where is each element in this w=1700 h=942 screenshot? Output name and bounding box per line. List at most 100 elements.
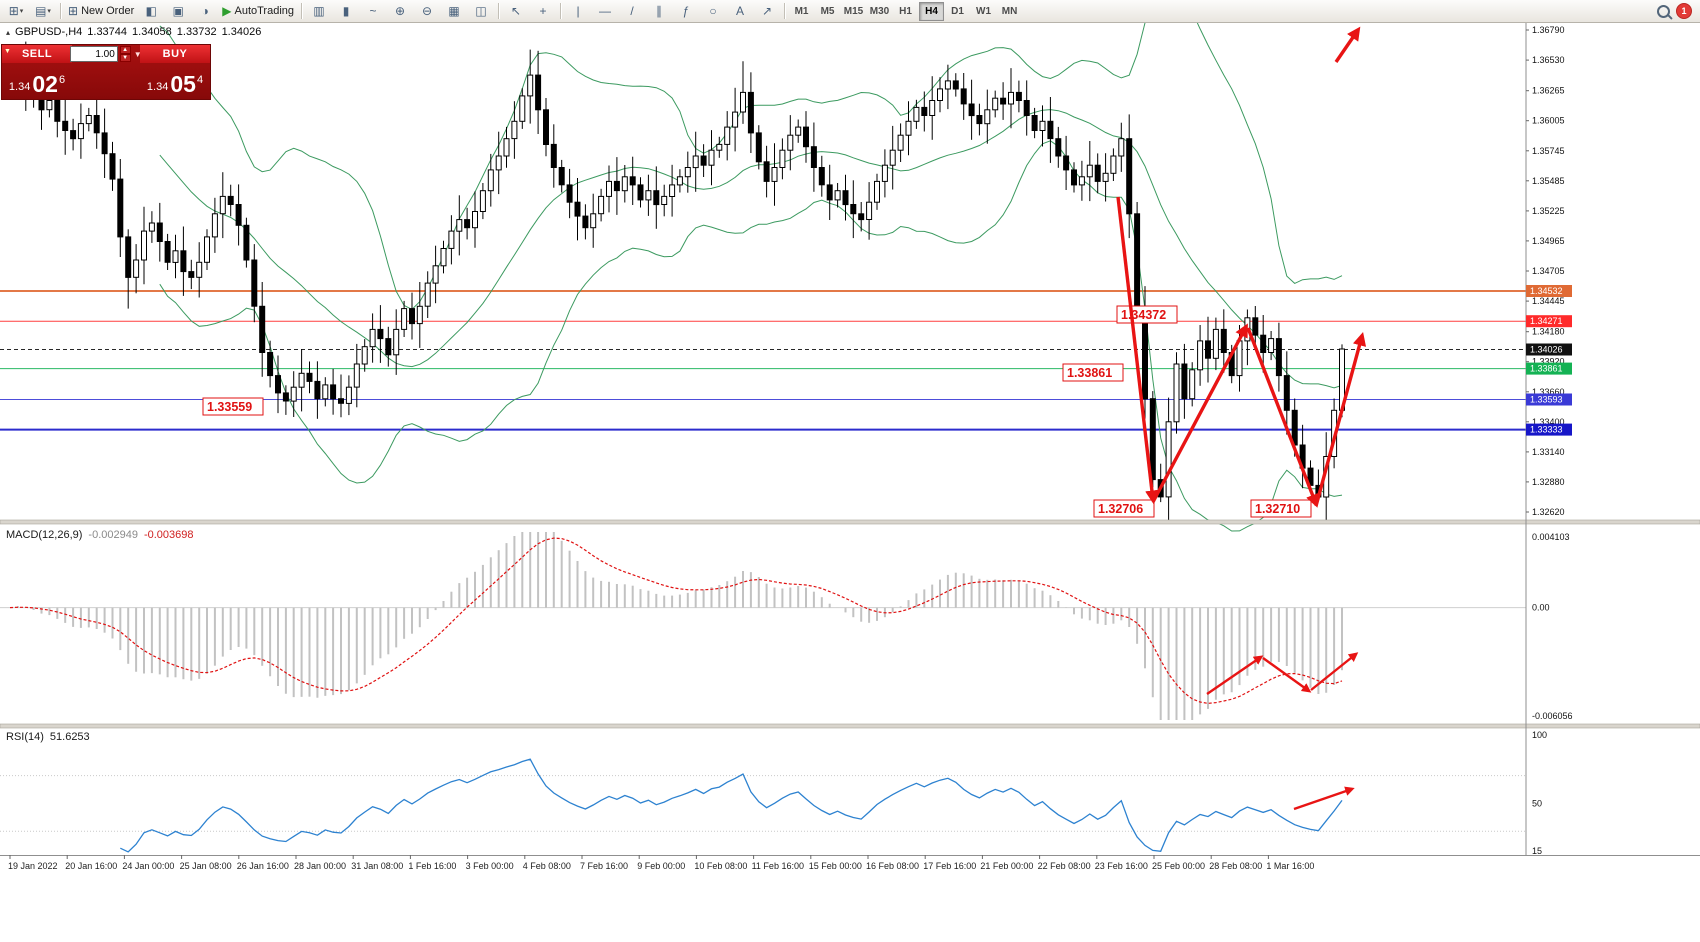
equidistant-channel-icon[interactable]: ∥ — [646, 1, 672, 21]
cascade-windows-icon[interactable]: ◫ — [468, 1, 494, 21]
timeframe-h1-button[interactable]: H1 — [899, 5, 912, 17]
strategy-tester-icon[interactable]: ◑ — [192, 1, 218, 21]
svg-text:23 Feb 16:00: 23 Feb 16:00 — [1095, 861, 1148, 871]
zoom-in-icon[interactable]: ⊕ — [387, 1, 413, 21]
toolbar-separator — [60, 3, 61, 19]
shapes-icon[interactable]: ○ — [700, 1, 726, 21]
svg-text:26 Jan 16:00: 26 Jan 16:00 — [237, 861, 289, 871]
profiles-icon[interactable]: ▤ ▾ — [30, 1, 56, 21]
svg-text:1.33861: 1.33861 — [1530, 364, 1563, 374]
timeframe-h4-button[interactable]: H4 — [919, 1, 945, 21]
sell-price[interactable]: 1.34 02 6 — [8, 71, 66, 97]
svg-text:16 Feb 08:00: 16 Feb 08:00 — [866, 861, 919, 871]
svg-text:22 Feb 08:00: 22 Feb 08:00 — [1038, 861, 1091, 871]
dropdown-caret-icon[interactable]: ▾ — [47, 8, 51, 15]
search-icon[interactable] — [1657, 4, 1670, 18]
rsi-name: RSI(14) — [6, 731, 44, 743]
timeframe-m15-button[interactable]: M15 — [843, 5, 864, 17]
vertical-line-icon[interactable]: | — [565, 1, 591, 21]
fibonacci-icon[interactable]: ƒ — [673, 1, 699, 21]
zoom-in-icon: ⊕ — [394, 4, 406, 18]
rsi-arrows[interactable] — [1293, 786, 1355, 811]
svg-text:1 Feb 16:00: 1 Feb 16:00 — [408, 861, 456, 871]
buy-button[interactable]: BUY — [140, 45, 210, 63]
macd-value-main: -0.002949 — [88, 529, 138, 541]
rsi-pane-label: RSI(14) 51.6253 — [6, 731, 90, 743]
arrows-tool-icon[interactable]: ↗ — [754, 1, 780, 21]
sell-button[interactable]: SELL — [2, 45, 72, 63]
tile-windows-icon[interactable]: ▦ — [441, 1, 467, 21]
pane-splitters[interactable] — [0, 519, 1700, 729]
volume-control: ▲ ▼ ▼ — [69, 45, 143, 63]
svg-text:25 Feb 00:00: 25 Feb 00:00 — [1152, 861, 1205, 871]
metaeditor-icon[interactable]: ◧ — [138, 1, 164, 21]
line-chart-icon: ~ — [369, 4, 377, 18]
svg-text:100: 100 — [1532, 730, 1547, 740]
metaeditor-icon: ◧ — [145, 4, 157, 18]
text-label-icon: A — [736, 4, 745, 18]
text-label-icon[interactable]: A — [727, 1, 753, 21]
timeframe-w1-button[interactable]: W1 — [976, 5, 992, 17]
timeframe-m5-button[interactable]: M5 — [820, 5, 835, 17]
trendline-icon[interactable]: / — [619, 1, 645, 21]
terminal-icon[interactable]: ▣ — [165, 1, 191, 21]
svg-text:31 Jan 08:00: 31 Jan 08:00 — [351, 861, 403, 871]
candlestick-chart-icon[interactable]: ▮ — [333, 1, 359, 21]
timeframe-m1-button[interactable]: M1 — [794, 5, 809, 17]
cursor-icon[interactable]: ↖ — [503, 1, 529, 21]
trendline-icon: / — [630, 4, 634, 18]
svg-text:20 Jan 16:00: 20 Jan 16:00 — [65, 861, 117, 871]
svg-text:1.33861: 1.33861 — [1067, 366, 1112, 380]
timeframe-mn-button[interactable]: MN — [1001, 5, 1018, 17]
new-chart-icon[interactable]: ⊞ ▾ — [3, 1, 29, 21]
time-axis[interactable]: 19 Jan 2022 20 Jan 16:00 24 Jan 00:00 25 Ja… — [0, 855, 1700, 871]
timeframe-d1-button[interactable]: D1 — [951, 5, 964, 17]
svg-text:1.34705: 1.34705 — [1532, 266, 1565, 276]
bar-chart-icon[interactable]: ▥ — [306, 1, 332, 21]
svg-text:1.32880: 1.32880 — [1532, 477, 1565, 487]
svg-text:9 Feb 00:00: 9 Feb 00:00 — [637, 861, 685, 871]
svg-text:4 Feb 08:00: 4 Feb 08:00 — [523, 861, 571, 871]
toolbar-separator — [784, 3, 786, 19]
horizontal-line-icon[interactable]: — — [592, 1, 618, 21]
candlestick-chart-icon: ▮ — [342, 4, 350, 18]
oneclick-collapse-icon[interactable]: ▼ — [4, 48, 11, 55]
profiles-icon: ▤ — [35, 4, 47, 18]
crosshair-icon[interactable]: + — [530, 1, 556, 21]
volume-input[interactable] — [69, 46, 118, 62]
autotrading-button[interactable]: ▶ AutoTrading — [219, 1, 297, 21]
symbol-header: ▴ GBPUSD-,H4 1.33744 1.34058 1.33732 1.3… — [6, 26, 261, 38]
svg-text:1 Mar 16:00: 1 Mar 16:00 — [1266, 861, 1314, 871]
macd-arrows[interactable] — [1206, 652, 1359, 695]
svg-text:0.004103: 0.004103 — [1532, 532, 1570, 542]
svg-text:0.00: 0.00 — [1532, 603, 1550, 613]
autotrading-icon: ▶ — [222, 4, 232, 18]
buy-price[interactable]: 1.34 05 4 — [146, 71, 204, 97]
new-order-icon: ⊞ — [68, 4, 79, 18]
strategy-tester-icon: ◑ — [201, 4, 209, 18]
svg-text:1.34180: 1.34180 — [1532, 327, 1565, 337]
svg-text:1.33660: 1.33660 — [1532, 387, 1565, 397]
new-order-button[interactable]: ⊞ New Order — [65, 1, 137, 21]
volume-down-button[interactable]: ▼ — [119, 54, 131, 62]
line-chart-icon[interactable]: ~ — [360, 1, 386, 21]
toolbar-separator — [560, 3, 562, 19]
dropdown-caret-icon[interactable]: ▾ — [19, 8, 24, 15]
svg-text:1.34271: 1.34271 — [1530, 316, 1563, 326]
trend-arrows[interactable] — [1116, 26, 1367, 508]
chart-collapse-icon[interactable]: ▴ — [6, 27, 11, 37]
fibonacci-icon: ƒ — [682, 4, 690, 18]
notification-badge[interactable]: 1 — [1676, 3, 1692, 19]
zoom-out-icon[interactable]: ⊖ — [414, 1, 440, 21]
volume-up-button[interactable]: ▲ — [119, 46, 131, 54]
rsi-pane — [0, 758, 1526, 853]
svg-text:1.35745: 1.35745 — [1532, 146, 1565, 156]
price-callouts[interactable]: 1.34372 1.33861 1.33559 1.32706 1.32710 — [202, 305, 1312, 518]
svg-text:1.34445: 1.34445 — [1532, 296, 1565, 306]
volume-dropdown-icon[interactable]: ▼ — [133, 49, 143, 59]
timeframe-m30-button[interactable]: M30 — [869, 5, 890, 17]
svg-text:28 Jan 00:00: 28 Jan 00:00 — [294, 861, 346, 871]
svg-text:7 Feb 16:00: 7 Feb 16:00 — [580, 861, 628, 871]
price-axis[interactable]: 1.36790 1.36530 1.36265 1.36005 1.35745 1.354… — [1525, 22, 1573, 856]
